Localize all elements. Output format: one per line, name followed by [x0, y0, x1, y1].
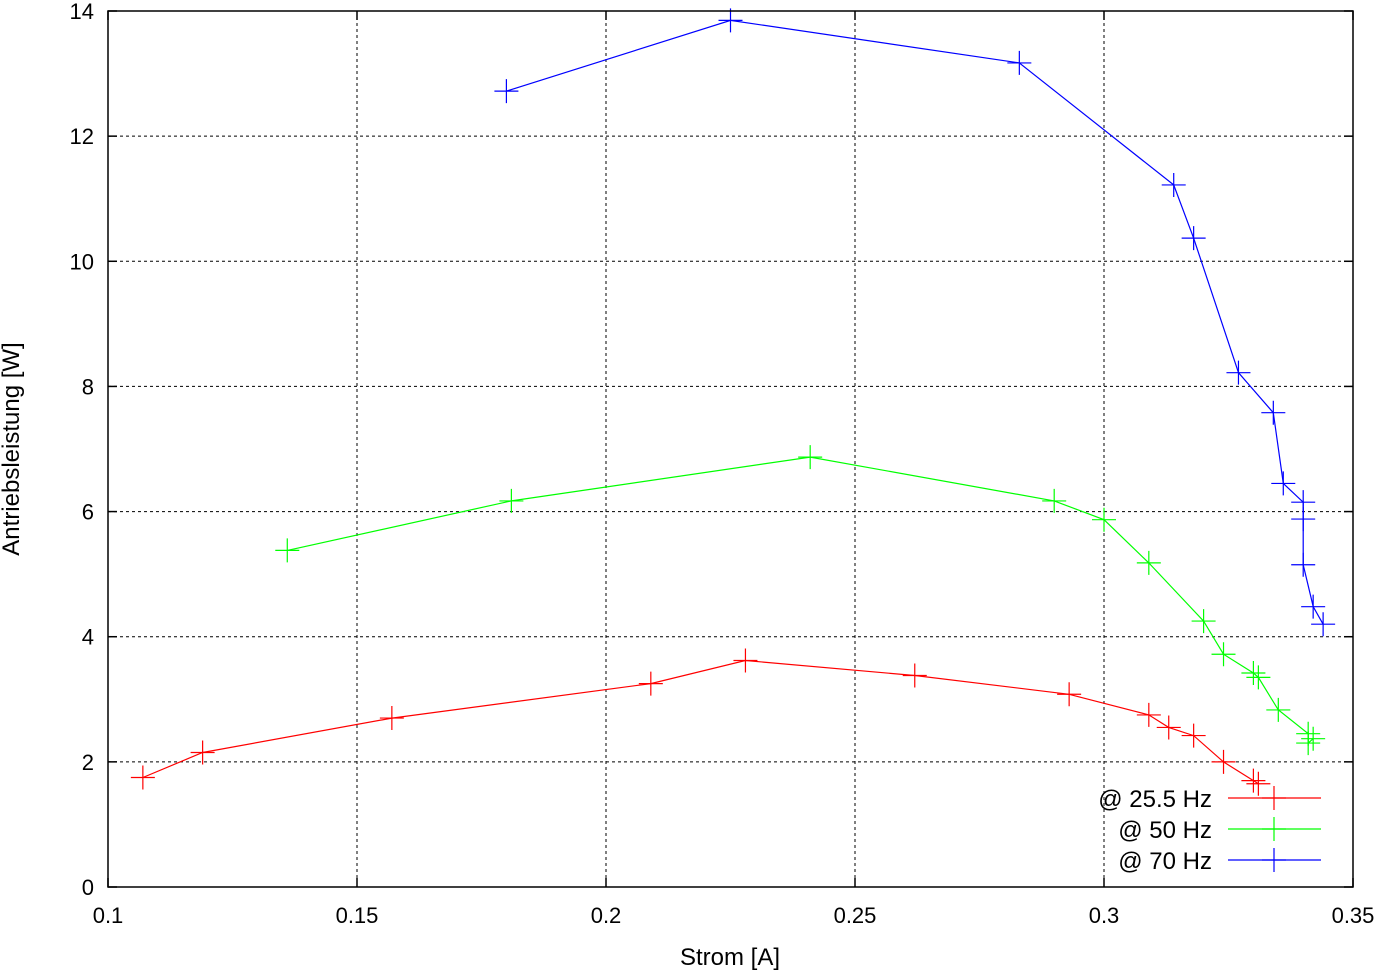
data-point [1042, 488, 1067, 513]
data-point [1136, 550, 1161, 575]
y-tick-label: 2 [82, 750, 94, 775]
data-point [1007, 50, 1032, 75]
data-point [1136, 702, 1161, 727]
data-point [1057, 682, 1082, 707]
data-point [1241, 661, 1266, 686]
series-2 [275, 445, 1326, 756]
x-tick-label: 0.1 [93, 903, 124, 928]
data-point [1266, 697, 1291, 722]
series-3 [494, 8, 1336, 637]
x-axis-title: Strom [A] [680, 944, 780, 971]
x-tick-label: 0.25 [834, 903, 877, 928]
data-point [1211, 749, 1236, 774]
y-tick-label: 10 [70, 249, 94, 274]
legend-item: @ 70 Hz [1118, 848, 1321, 875]
series-1 [130, 648, 1271, 796]
x-tick-label: 0.15 [336, 903, 379, 928]
data-point [1226, 360, 1251, 385]
data-point [1261, 400, 1286, 425]
data-point [798, 445, 823, 470]
data-point [1161, 172, 1186, 197]
data-point [1291, 507, 1316, 532]
x-tick-label: 0.2 [591, 903, 622, 928]
series-layer [130, 8, 1336, 796]
data-point [902, 663, 927, 688]
legend: @ 25.5 Hz @ 50 Hz @ 70 Hz [1098, 786, 1321, 875]
legend-marker [1262, 817, 1286, 841]
plot-frame [107, 10, 1354, 888]
legend-marker [1262, 786, 1286, 810]
data-point [1241, 768, 1266, 793]
data-point [1291, 552, 1316, 577]
data-point [1246, 771, 1271, 796]
y-tick-label: 8 [82, 374, 94, 399]
axes: 0.1 0.15 0.2 0.25 0.3 0.35 0 2 4 6 8 10 12 14 [70, 0, 1375, 928]
y-tick-label: 12 [70, 124, 94, 149]
data-point [1181, 723, 1206, 748]
data-point [1156, 715, 1181, 740]
legend-item: @ 25.5 Hz [1098, 786, 1321, 813]
y-tick-label: 4 [82, 625, 94, 650]
x-tick-label: 0.35 [1332, 903, 1375, 928]
data-point [1211, 642, 1236, 667]
data-point [733, 648, 758, 673]
data-point [718, 8, 743, 33]
grid-lines [108, 11, 1353, 887]
y-tick-label: 6 [82, 500, 94, 525]
data-point [1246, 665, 1271, 690]
data-point [1181, 226, 1206, 251]
x-tick-label: 0.3 [1089, 903, 1120, 928]
data-point [1301, 594, 1326, 619]
y-tick-label: 0 [82, 875, 94, 900]
legend-marker [1262, 848, 1286, 872]
data-point [1092, 507, 1116, 532]
data-point [1301, 726, 1326, 751]
legend-label: @ 25.5 Hz [1098, 786, 1212, 813]
legend-label: @ 50 Hz [1118, 817, 1212, 844]
data-point [1271, 471, 1296, 496]
data-point [379, 706, 404, 731]
data-point [494, 79, 519, 104]
data-point [1311, 612, 1336, 637]
data-point [1191, 609, 1216, 634]
legend-item: @ 50 Hz [1118, 817, 1321, 844]
legend-label: @ 70 Hz [1118, 848, 1212, 875]
data-point [499, 488, 524, 513]
data-point [190, 740, 215, 765]
y-tick-label: 14 [70, 0, 94, 24]
y-axis-title: Antriebsleistung [W] [0, 342, 25, 555]
series-line [287, 456, 1314, 745]
data-point [638, 671, 663, 696]
data-point [130, 765, 155, 790]
data-point [275, 538, 300, 563]
data-point [1296, 731, 1321, 756]
